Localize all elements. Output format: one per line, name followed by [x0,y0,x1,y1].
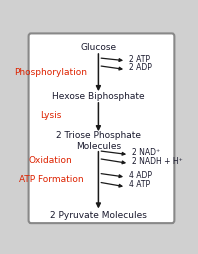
Text: 2 Triose Phosphate
Molecules: 2 Triose Phosphate Molecules [56,131,141,151]
Text: 4 ADP: 4 ADP [129,171,152,180]
Text: 4 ATP: 4 ATP [129,180,150,189]
Text: 2 NADH + H⁺: 2 NADH + H⁺ [132,156,183,166]
Text: 2 ADP: 2 ADP [129,63,152,72]
Text: 2 ATP: 2 ATP [129,55,150,64]
Text: Oxidation: Oxidation [29,156,73,165]
FancyBboxPatch shape [29,34,174,223]
Text: Glucose: Glucose [80,43,116,52]
Text: Hexose Biphosphate: Hexose Biphosphate [52,92,145,102]
Text: Lysis: Lysis [40,111,62,120]
Text: ATP Formation: ATP Formation [19,174,83,184]
Text: Phosphorylation: Phosphorylation [14,68,87,77]
Text: 2 Pyruvate Molecules: 2 Pyruvate Molecules [50,211,147,220]
Text: 2 NAD⁺: 2 NAD⁺ [132,148,160,157]
